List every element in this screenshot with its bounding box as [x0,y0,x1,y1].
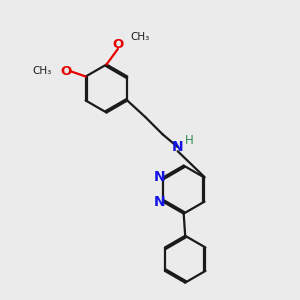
Text: O: O [60,64,71,78]
Text: CH₃: CH₃ [32,66,52,76]
Text: N: N [172,140,184,154]
Text: H: H [185,134,194,147]
Text: N: N [154,170,166,184]
Text: O: O [112,38,124,51]
Text: N: N [154,195,166,209]
Text: CH₃: CH₃ [130,32,150,42]
